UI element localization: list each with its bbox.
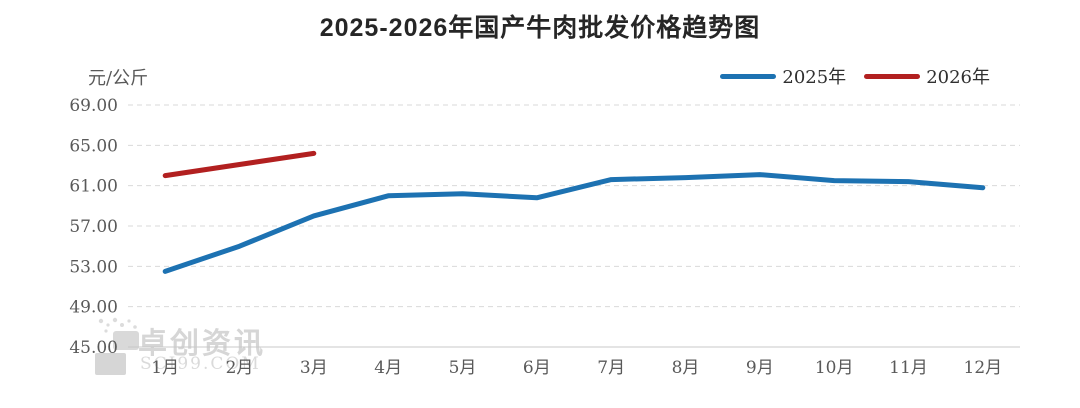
- legend-label-2025: 2025年: [782, 67, 847, 88]
- y-axis-unit-label: 元/公斤: [88, 68, 149, 89]
- watermark-brand: 卓创资讯: [138, 328, 267, 360]
- legend-label-2026: 2026年: [926, 67, 990, 88]
- x-tick-label: 12月: [964, 358, 1003, 378]
- legend-swatch-2025: [720, 73, 777, 79]
- x-tick-label: 7月: [597, 358, 625, 378]
- sci99-logo-icon: [95, 317, 139, 375]
- x-tick-label: 4月: [374, 358, 402, 378]
- watermark-site: SCI99.COM: [140, 354, 261, 374]
- x-tick-label: 8月: [672, 358, 700, 378]
- y-tick-label: 49.00: [69, 298, 118, 318]
- series-line-2025年: [162, 172, 986, 274]
- x-tick-label: 3月: [300, 358, 328, 378]
- x-tick-label: 2月: [226, 358, 254, 378]
- x-tick-label: 11月: [889, 358, 928, 378]
- legend-item-2026: 2026年: [864, 63, 990, 89]
- legend: 2025年 2026年: [720, 63, 990, 89]
- y-tick-label: 69.00: [69, 96, 118, 116]
- y-tick-label: 53.00: [69, 257, 118, 277]
- x-tick-label: 6月: [523, 358, 551, 378]
- legend-item-2025: 2025年: [720, 63, 846, 89]
- watermark: 卓创资讯 SCI99.COM: [93, 316, 323, 386]
- x-tick-label: 10月: [815, 358, 854, 378]
- y-tick-label: 45.00: [69, 338, 118, 358]
- y-tick-label: 61.00: [69, 177, 118, 197]
- page-title: 2025-2026年国产牛肉批发价格趋势图: [319, 14, 761, 42]
- y-tick-label: 57.00: [69, 217, 118, 237]
- x-tick-label: 9月: [746, 358, 774, 378]
- y-tick-label: 65.00: [69, 136, 118, 156]
- x-tick-label: 5月: [449, 358, 477, 378]
- legend-swatch-2026: [864, 73, 921, 79]
- series-line-2026年: [162, 150, 317, 179]
- x-tick-label: 1月: [151, 358, 179, 378]
